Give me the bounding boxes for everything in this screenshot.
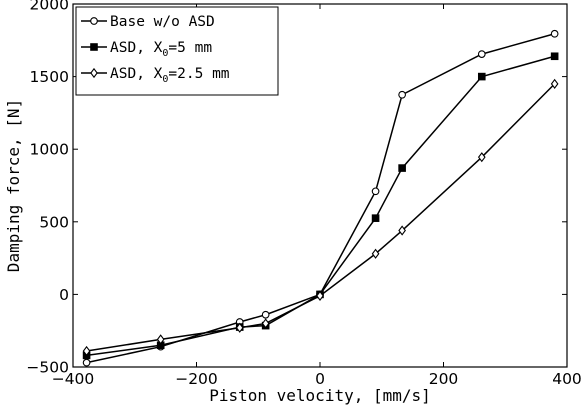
data-point-diamond xyxy=(235,322,244,333)
x-tick-label: 200 xyxy=(429,370,459,388)
legend-label: ASD, X0=5 mm xyxy=(110,40,212,59)
legend-label: ASD, X0=2.5 mm xyxy=(110,66,230,85)
data-point-square xyxy=(398,164,406,172)
series-line xyxy=(86,83,556,352)
data-point-circle xyxy=(398,90,406,99)
series-line xyxy=(86,55,555,357)
data-point-diamond xyxy=(398,225,406,236)
x-tick-label: −400 xyxy=(52,370,95,388)
data-point-circle xyxy=(82,358,91,367)
data-point-diamond xyxy=(371,248,380,259)
y-tick-label: 1000 xyxy=(30,141,69,159)
legend-box xyxy=(75,6,279,96)
data-point-square xyxy=(550,52,559,61)
x-tick-label: 0 xyxy=(315,370,325,388)
legend-entry-circle: Base w/o ASD xyxy=(81,14,215,30)
series-diamond xyxy=(82,78,559,357)
data-point-diamond xyxy=(156,334,165,345)
data-point-diamond xyxy=(550,78,559,89)
x-tick-label: 400 xyxy=(552,370,582,388)
y-tick-label: 1500 xyxy=(30,68,69,86)
data-point-square xyxy=(371,214,380,222)
legend-entry-square: ASD, X0=5 mm xyxy=(81,40,212,59)
legend: Base w/o ASD ASD, X0=5 mm ASD, X0=2.5 mm xyxy=(75,6,279,96)
data-point-diamond xyxy=(316,290,324,301)
legend-entry-diamond: ASD, X0=2.5 mm xyxy=(81,66,230,85)
data-point-diamond xyxy=(477,152,486,163)
legend-marker-circle xyxy=(90,17,98,25)
x-tick-label: −200 xyxy=(175,370,218,388)
y-tick-label: −500 xyxy=(26,359,69,377)
plot-frame xyxy=(72,3,568,368)
data-point-diamond xyxy=(82,345,91,357)
legend-label: Base w/o ASD xyxy=(110,14,215,30)
data-point-circle xyxy=(477,50,486,58)
legend-entries: Base w/o ASD ASD, X0=5 mm ASD, X0=2.5 mm xyxy=(81,14,230,85)
series-square xyxy=(82,52,559,360)
data-point-circle xyxy=(371,187,380,196)
y-tick-label: 0 xyxy=(59,286,69,304)
data-point-diamond xyxy=(261,318,270,329)
tick-labels: −400 −200 0 200 400 −500 0 500 1000 1500 2000 xyxy=(26,0,581,388)
y-axis-label: Damping force, [N] xyxy=(4,99,23,272)
data-point-square xyxy=(477,72,486,81)
legend-marker-square xyxy=(90,43,98,51)
y-tick-label: 2000 xyxy=(30,0,69,14)
x-axis-label: Piston velocity, [mm/s] xyxy=(209,386,431,405)
series-layer xyxy=(82,29,559,367)
data-point-circle xyxy=(261,310,270,319)
legend-marker-diamond xyxy=(90,67,98,79)
y-tick-label: 500 xyxy=(39,213,69,231)
data-point-circle xyxy=(550,29,559,38)
